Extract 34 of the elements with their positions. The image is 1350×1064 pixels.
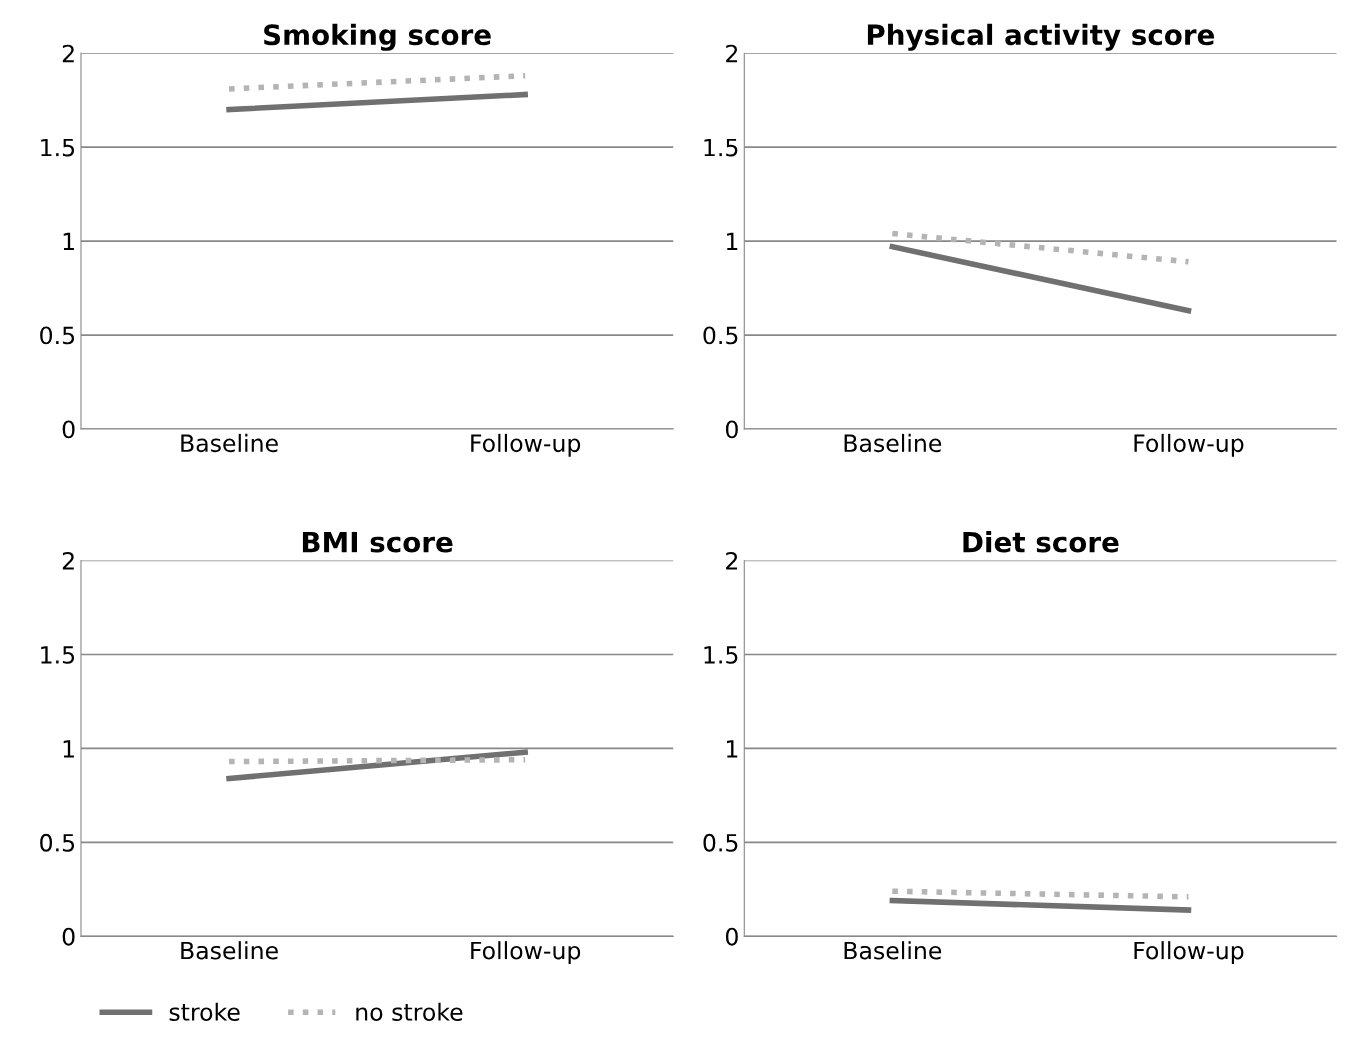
y-tick-label: 1.5: [41, 646, 75, 664]
legend-label: stroke: [169, 1002, 240, 1021]
x-tick-label: Baseline: [181, 433, 278, 453]
chart-title: Diet score: [963, 531, 1119, 553]
y-tick-label: 1: [726, 232, 738, 251]
y-tick-label: 1: [63, 740, 74, 758]
y-tick-label: 2: [62, 551, 74, 570]
chart-title: Smoking score: [264, 23, 491, 51]
x-tick-label: Baseline: [844, 433, 942, 453]
y-tick-label: 1.5: [704, 646, 738, 664]
y-tick-label: 2: [62, 44, 74, 63]
y-tick-label: 2: [726, 551, 738, 570]
y-tick-label: 0.5: [703, 326, 738, 345]
x-tick-label: Follow-up: [471, 433, 581, 457]
y-tick-label: 0.5: [40, 833, 75, 852]
y-tick-label: 0: [62, 927, 75, 946]
y-tick-label: 0: [62, 420, 75, 439]
chart-title: BMI score: [302, 531, 453, 553]
y-tick-label: 1.5: [704, 138, 738, 157]
x-tick-label: Follow-up: [471, 941, 581, 965]
x-tick-label: Follow-up: [1134, 433, 1244, 457]
y-tick-label: 2: [726, 44, 738, 63]
x-tick-label: Baseline: [181, 941, 278, 960]
y-tick-label: 0.5: [40, 326, 75, 345]
y-tick-label: 1: [63, 232, 74, 251]
chart-title: Physical activity score: [867, 23, 1215, 51]
y-tick-label: 1: [726, 740, 738, 758]
x-tick-label: Follow-up: [1134, 941, 1244, 965]
y-tick-label: 0: [725, 927, 738, 946]
legend-label: no stroke: [356, 1002, 463, 1021]
y-tick-label: 0.5: [703, 833, 738, 852]
x-tick-label: Baseline: [844, 941, 942, 960]
y-tick-label: 1.5: [41, 138, 75, 157]
y-tick-label: 0: [725, 420, 738, 439]
